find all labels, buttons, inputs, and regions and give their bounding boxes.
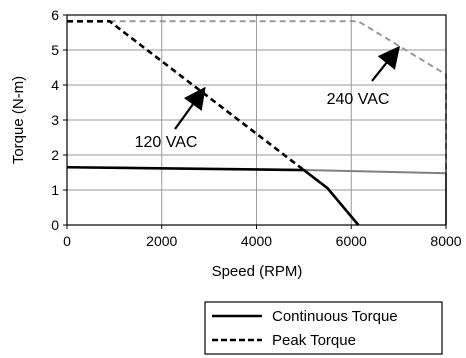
x-tick-label: 8000 — [430, 233, 461, 249]
annotation-arrow-240vac — [371, 45, 400, 82]
annotation-label-120vac: 120 VAC — [135, 134, 198, 151]
y-tick-label: 5 — [51, 42, 59, 58]
grid — [66, 14, 447, 226]
series-line-120-vac-solid — [66, 165, 360, 226]
x-tick-label: 2000 — [146, 233, 177, 249]
y-tick-label: 1 — [51, 182, 59, 198]
legend-label-peak: Peak Torque — [272, 332, 356, 349]
legend-label-continuous: Continuous Torque — [272, 308, 398, 325]
x-tick-label: 0 — [63, 233, 71, 249]
plot-frame — [66, 14, 447, 226]
y-tick-label: 0 — [51, 217, 59, 233]
legend-box — [204, 301, 443, 355]
x-tick-label: 4000 — [241, 233, 272, 249]
y-tick-label: 3 — [51, 112, 59, 128]
series-line-240-vac-solid — [303, 169, 447, 225]
y-axis-title: Torque (N-m) — [10, 76, 27, 164]
tick-labels: 0 2000 4000 6000 8000 0 1 2 3 4 5 6 — [51, 7, 462, 249]
y-tick-label: 4 — [51, 77, 59, 93]
y-tick-label: 6 — [51, 7, 59, 23]
x-axis-title: Speed (RPM) — [212, 263, 303, 280]
y-tick-label: 2 — [51, 147, 59, 163]
annotations: 120 VAC 240 VAC — [135, 45, 400, 151]
legend: Continuous Torque Peak Torque — [204, 301, 443, 355]
x-tick-label: 6000 — [336, 233, 367, 249]
annotation-arrow-120vac — [174, 86, 206, 130]
annotation-label-240vac: 240 VAC — [327, 91, 390, 108]
series-line-120-vac-dashed — [67, 19, 305, 172]
